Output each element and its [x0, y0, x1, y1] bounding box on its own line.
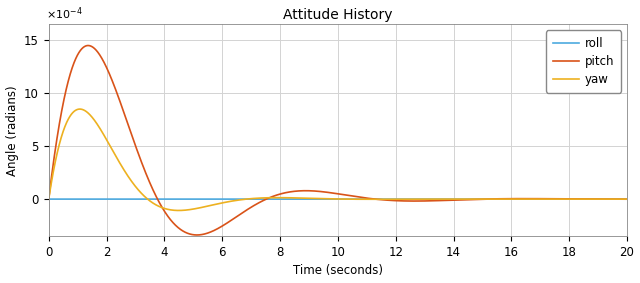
- Line: yaw: yaw: [49, 109, 627, 211]
- yaw: [292, 196, 300, 200]
- roll: [623, 198, 631, 201]
- Line: pitch: pitch: [49, 46, 627, 235]
- pitch: [84, 44, 92, 47]
- yaw: [465, 197, 473, 201]
- Legend: roll, pitch, yaw: roll, pitch, yaw: [545, 30, 621, 93]
- roll: [319, 198, 327, 201]
- yaw: [288, 196, 296, 200]
- pitch: [465, 198, 473, 201]
- pitch: [623, 198, 631, 201]
- roll: [605, 198, 613, 201]
- Y-axis label: Angle (radians): Angle (radians): [6, 85, 19, 175]
- roll: [288, 198, 296, 201]
- pitch: [45, 198, 52, 201]
- yaw: [320, 197, 328, 200]
- Title: Attitude History: Attitude History: [283, 8, 392, 22]
- yaw: [45, 198, 52, 201]
- yaw: [623, 198, 631, 201]
- pitch: [292, 189, 300, 193]
- X-axis label: Time (seconds): Time (seconds): [293, 264, 383, 277]
- roll: [45, 198, 52, 201]
- pitch: [320, 190, 328, 194]
- pitch: [288, 190, 296, 193]
- yaw: [175, 209, 182, 212]
- pitch: [577, 197, 584, 201]
- roll: [292, 198, 300, 201]
- Text: $\times10^{-4}$: $\times10^{-4}$: [46, 6, 83, 22]
- yaw: [605, 198, 613, 201]
- yaw: [577, 198, 584, 201]
- pitch: [193, 233, 201, 237]
- yaw: [76, 107, 84, 111]
- roll: [465, 198, 473, 201]
- roll: [577, 198, 584, 201]
- pitch: [605, 198, 613, 201]
